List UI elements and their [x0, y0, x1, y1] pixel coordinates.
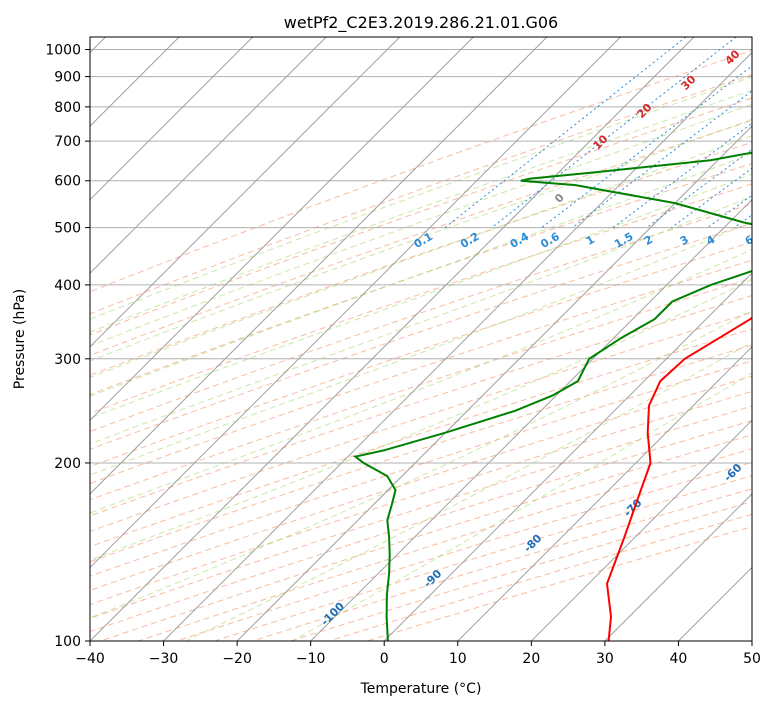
- dry-adiabat: [90, 74, 752, 315]
- x-tick-label: −40: [75, 651, 105, 667]
- dry-adiabat: [90, 277, 752, 501]
- dry-adiabat-label: 20: [635, 101, 655, 121]
- y-tick-label: 600: [54, 174, 81, 190]
- dry-adiabat: [90, 141, 752, 376]
- dry-adiabat: [90, 241, 752, 468]
- dry-adiabat: [90, 222, 752, 450]
- mixing-ratio-label: 8: [771, 233, 775, 248]
- mixing-ratio-label: 6: [743, 233, 756, 248]
- dry-adiabat: [90, 162, 752, 396]
- x-tick-label: 30: [596, 651, 614, 667]
- moist-adiabat: [90, 195, 752, 445]
- isotherm-line: [90, 37, 695, 641]
- dry-adiabat: [90, 360, 752, 577]
- dry-adiabat-label: -100: [318, 599, 347, 628]
- mixing-ratio-label: 0.2: [458, 230, 481, 251]
- isotherm-line: [90, 37, 548, 495]
- dry-adiabat-label: 0: [552, 191, 567, 206]
- profile-series: [352, 151, 752, 641]
- dry-adiabat-label: -80: [521, 531, 544, 554]
- grid-clip-group: 0.10.20.40.611.52346810131620253036-100-…: [90, 37, 775, 641]
- dry-adiabat: [90, 49, 752, 293]
- mixing-ratio-label: 0.1: [412, 230, 435, 251]
- background-grid: 0.10.20.40.611.52346810131620253036-100-…: [90, 37, 775, 641]
- series-clip-group: [352, 151, 752, 641]
- x-tick-label: 20: [522, 651, 540, 667]
- dry-adiabat-label: 30: [679, 73, 699, 93]
- mixing-ratio-line: [491, 37, 737, 228]
- mixing-ratio-line: [612, 122, 752, 228]
- dry-adiabat: [90, 311, 752, 532]
- isotherm-line: [310, 198, 752, 641]
- mixing-ratio-line: [444, 37, 687, 228]
- mixing-ratio-label: 0.4: [508, 230, 532, 251]
- dry-adiabat: [90, 183, 752, 414]
- isotherm-line: [751, 640, 752, 641]
- x-tick-label: −30: [149, 651, 179, 667]
- dry-adiabat: [214, 475, 752, 641]
- moist-adiabat: [90, 89, 752, 333]
- isotherm-line: [457, 346, 752, 641]
- y-tick-label: 200: [54, 456, 81, 472]
- y-tick-label: 800: [54, 100, 81, 116]
- mixing-ratio-line: [707, 194, 752, 229]
- axes: −40 −30 −20 −10 0 10 20 30 40 5010020030040050060…: [45, 43, 761, 667]
- x-axis-label: Temperature (°C): [360, 681, 482, 697]
- mixing-ratio-label: 3: [678, 233, 691, 248]
- dry-adiabat-label: -60: [721, 461, 744, 484]
- moist-adiabat: [90, 76, 752, 320]
- dry-adiabat: [328, 513, 752, 641]
- dewpoint-profile: [352, 151, 752, 641]
- plot-frame: [89, 36, 753, 642]
- moist-adiabat: [90, 278, 752, 561]
- isotherm-line: [90, 37, 254, 201]
- dry-adiabat: [100, 434, 752, 641]
- isotherm-line: [90, 37, 327, 274]
- x-tick-label: −10: [296, 651, 326, 667]
- chart-title: wetPf2_C2E3.2019.286.21.01.G06: [284, 13, 558, 33]
- x-tick-label: 40: [670, 651, 688, 667]
- mixing-ratio-line: [646, 148, 752, 229]
- y-tick-label: 1000: [45, 43, 81, 59]
- moist-adiabat: [185, 341, 752, 641]
- dry-adiabat: [90, 328, 752, 548]
- moist-adiabat: [90, 310, 752, 619]
- y-tick-label: 700: [54, 134, 81, 150]
- x-tick-label: 0: [380, 651, 389, 667]
- dry-adiabat-label: 10: [591, 132, 611, 152]
- temperature-profile: [605, 316, 752, 641]
- isotherm-line: [90, 37, 621, 569]
- isotherm-line: [236, 125, 752, 641]
- isotherm-line: [383, 272, 752, 641]
- mixing-ratio-line: [733, 214, 752, 229]
- moist-adiabat: [90, 103, 752, 347]
- isotherm-line: [90, 37, 401, 348]
- y-tick-label: 900: [54, 70, 81, 86]
- y-axis-label: Pressure (hPa): [12, 289, 28, 389]
- y-tick-label: 300: [54, 352, 81, 368]
- y-tick-label: 400: [54, 278, 81, 294]
- isotherm-line: [678, 566, 752, 641]
- x-tick-label: 50: [743, 651, 761, 667]
- y-tick-label: 100: [54, 634, 81, 650]
- x-tick-label: 10: [449, 651, 467, 667]
- y-tick-label: 500: [54, 221, 81, 237]
- isotherm-line: [530, 419, 752, 641]
- x-tick-label: −20: [222, 651, 252, 667]
- isotherm-line: [604, 493, 752, 641]
- isotherm-line: [163, 51, 752, 641]
- mixing-ratio-line: [541, 65, 752, 228]
- dry-adiabat: [90, 97, 752, 336]
- isotherm-line: [90, 37, 474, 422]
- dry-adiabat: [90, 375, 752, 591]
- moist-adiabat: [90, 153, 752, 397]
